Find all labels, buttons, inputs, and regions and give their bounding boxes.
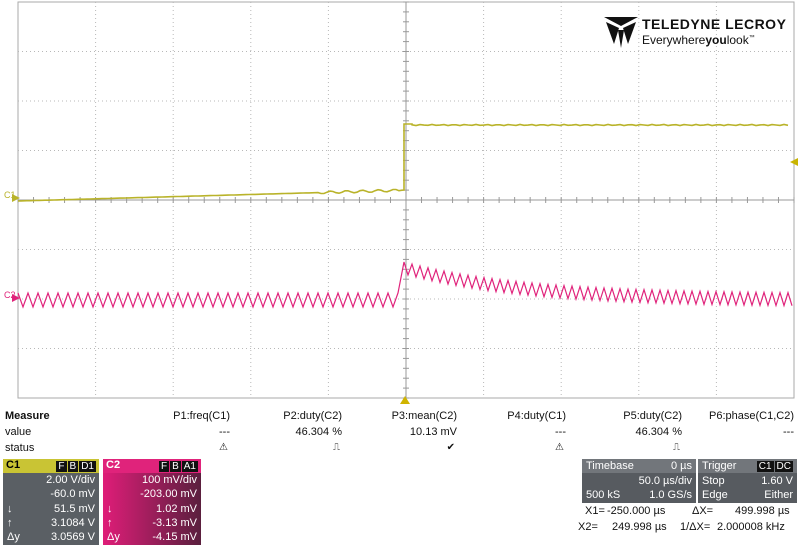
param-label[interactable]: P4:duty(C1): [507, 410, 566, 422]
trigger-coupling-tag: DC: [774, 461, 793, 472]
channel2-tag: A1: [181, 461, 198, 472]
cursor-inv-dx-value: 2.000008 kHz: [717, 521, 785, 533]
cursor-down-icon: ↓: [7, 502, 13, 515]
brand-name: TELEDYNE LECROY: [642, 16, 787, 32]
lecroy-logo-icon: [604, 17, 638, 48]
measure-title: Measure: [5, 410, 50, 422]
cursor-dx-value: 499.998 µs: [735, 505, 790, 517]
channel2-cursor-up: -3.13 mV: [152, 516, 197, 529]
marker-c2[interactable]: C2: [4, 290, 20, 302]
trace-c1: [17, 123, 789, 202]
channel1-vdiv: 2.00 V/div: [46, 474, 95, 486]
pulse-icon: ⎍: [673, 442, 680, 453]
delta-y-label: Δy: [7, 531, 20, 544]
trigger-level: 1.60 V: [761, 475, 793, 487]
svg-text:C1: C1: [4, 190, 16, 200]
trigger-level-marker[interactable]: [790, 158, 798, 166]
param-value: 46.304 %: [635, 426, 682, 438]
timebase-delay: 0 µs: [670, 460, 692, 472]
param-label[interactable]: P1:freq(C1): [173, 410, 230, 422]
param-value: 10.13 mV: [409, 426, 457, 438]
marker-c1[interactable]: C1: [4, 190, 20, 202]
timebase-label: Timebase: [586, 460, 634, 472]
channel2-tag: B: [170, 461, 181, 472]
param-label[interactable]: P5:duty(C2): [623, 410, 682, 422]
trigger-mode: Stop: [702, 475, 725, 487]
channel2-tag: F: [158, 461, 170, 472]
trigger-label: Trigger: [702, 460, 737, 472]
checkmark-icon: ✔: [446, 442, 455, 453]
measure-header-row: Measure P1:freq(C1) P2:duty(C2) P3:mean(…: [0, 410, 800, 425]
channel1-tag: B: [67, 461, 79, 472]
param-label[interactable]: P2:duty(C2): [283, 410, 342, 422]
measure-value-row: value --- 46.304 % 10.13 mV --- 46.304 %…: [0, 426, 800, 441]
teledyne-lecroy-logo: TELEDYNE LECROY Everywhereyoulook™: [602, 14, 798, 50]
cursor-x2-label: X2=: [578, 521, 598, 533]
channel2-name: C2: [106, 459, 121, 471]
channel1-tag: D1: [79, 461, 96, 472]
cursor-up-icon: ↑: [7, 516, 13, 529]
channel1-delta-y: 3.0569 V: [50, 531, 95, 544]
cursor-up-icon: ↑: [107, 516, 113, 529]
svg-text:C2: C2: [4, 290, 16, 300]
trigger-source-tag: C1: [756, 461, 774, 472]
channel2-offset: -203.00 mV: [140, 488, 197, 501]
brand-tagline: Everywhereyoulook™: [642, 33, 755, 47]
param-value: ---: [783, 426, 794, 438]
channel2-cursor-down: 1.02 mV: [156, 502, 197, 515]
waveform-grid[interactable]: C1 C2: [0, 0, 800, 404]
channel1-name: C1: [6, 459, 21, 471]
trigger-type: Edge: [702, 489, 728, 501]
trigger-slope: Either: [764, 489, 793, 501]
cursor-inv-dx-label: 1/ΔX=: [680, 521, 711, 533]
cursor-dx-label: ΔX=: [692, 505, 714, 517]
measure-table[interactable]: Measure P1:freq(C1) P2:duty(C2) P3:mean(…: [0, 410, 800, 458]
timebase-rate: 1.0 GS/s: [649, 489, 692, 501]
timebase-samples: 500 kS: [586, 489, 621, 501]
trace-c2: [17, 261, 793, 309]
channel1-cursor-up: 3.1084 V: [50, 516, 95, 529]
channel2-delta-y: -4.15 mV: [152, 531, 197, 544]
param-label[interactable]: P3:mean(C2): [391, 410, 457, 422]
warning-icon: ⚠: [555, 442, 564, 453]
param-value: 46.304 %: [295, 426, 342, 438]
cursor-down-icon: ↓: [107, 502, 113, 515]
value-row-label: value: [5, 426, 32, 438]
channel1-descriptor[interactable]: C1 F B D1 2.00 V/div -60.0 mV ↓ 51.5 mV ↑ 3.…: [3, 459, 99, 545]
warning-icon: ⚠: [219, 442, 228, 453]
param-value: ---: [219, 426, 230, 438]
cursor-x2-value: 249.998 µs: [612, 521, 667, 533]
trigger-descriptor[interactable]: Trigger C1 DC Stop 1.60 V Edge Either: [698, 459, 797, 503]
trigger-position-marker[interactable]: [400, 396, 410, 404]
status-row-label: status: [5, 442, 35, 454]
timebase-descriptor[interactable]: Timebase 0 µs 50.0 µs/div 500 kS 1.0 GS/…: [582, 459, 696, 503]
channel1-cursor-down: 51.5 mV: [54, 502, 95, 515]
channel1-tag: F: [56, 461, 67, 472]
cursor-x1-value: -250.000 µs: [607, 505, 666, 517]
timebase-tdiv: 50.0 µs/div: [638, 475, 692, 487]
param-value: ---: [555, 426, 566, 438]
pulse-icon: ⎍: [333, 442, 340, 453]
param-label[interactable]: P6:phase(C1,C2): [709, 410, 794, 422]
channel2-descriptor[interactable]: C2 F B A1 100 mV/div -203.00 mV ↓ 1.02 mV ↑…: [103, 459, 201, 545]
measure-status-row: status ⚠ ⎍ ✔ ⚠ ⎍: [0, 442, 800, 457]
channel2-vdiv: 100 mV/div: [141, 474, 197, 486]
delta-y-label: Δy: [107, 531, 120, 544]
cursor-x1-label: X1=: [585, 505, 605, 517]
channel1-offset: -60.0 mV: [50, 488, 95, 501]
